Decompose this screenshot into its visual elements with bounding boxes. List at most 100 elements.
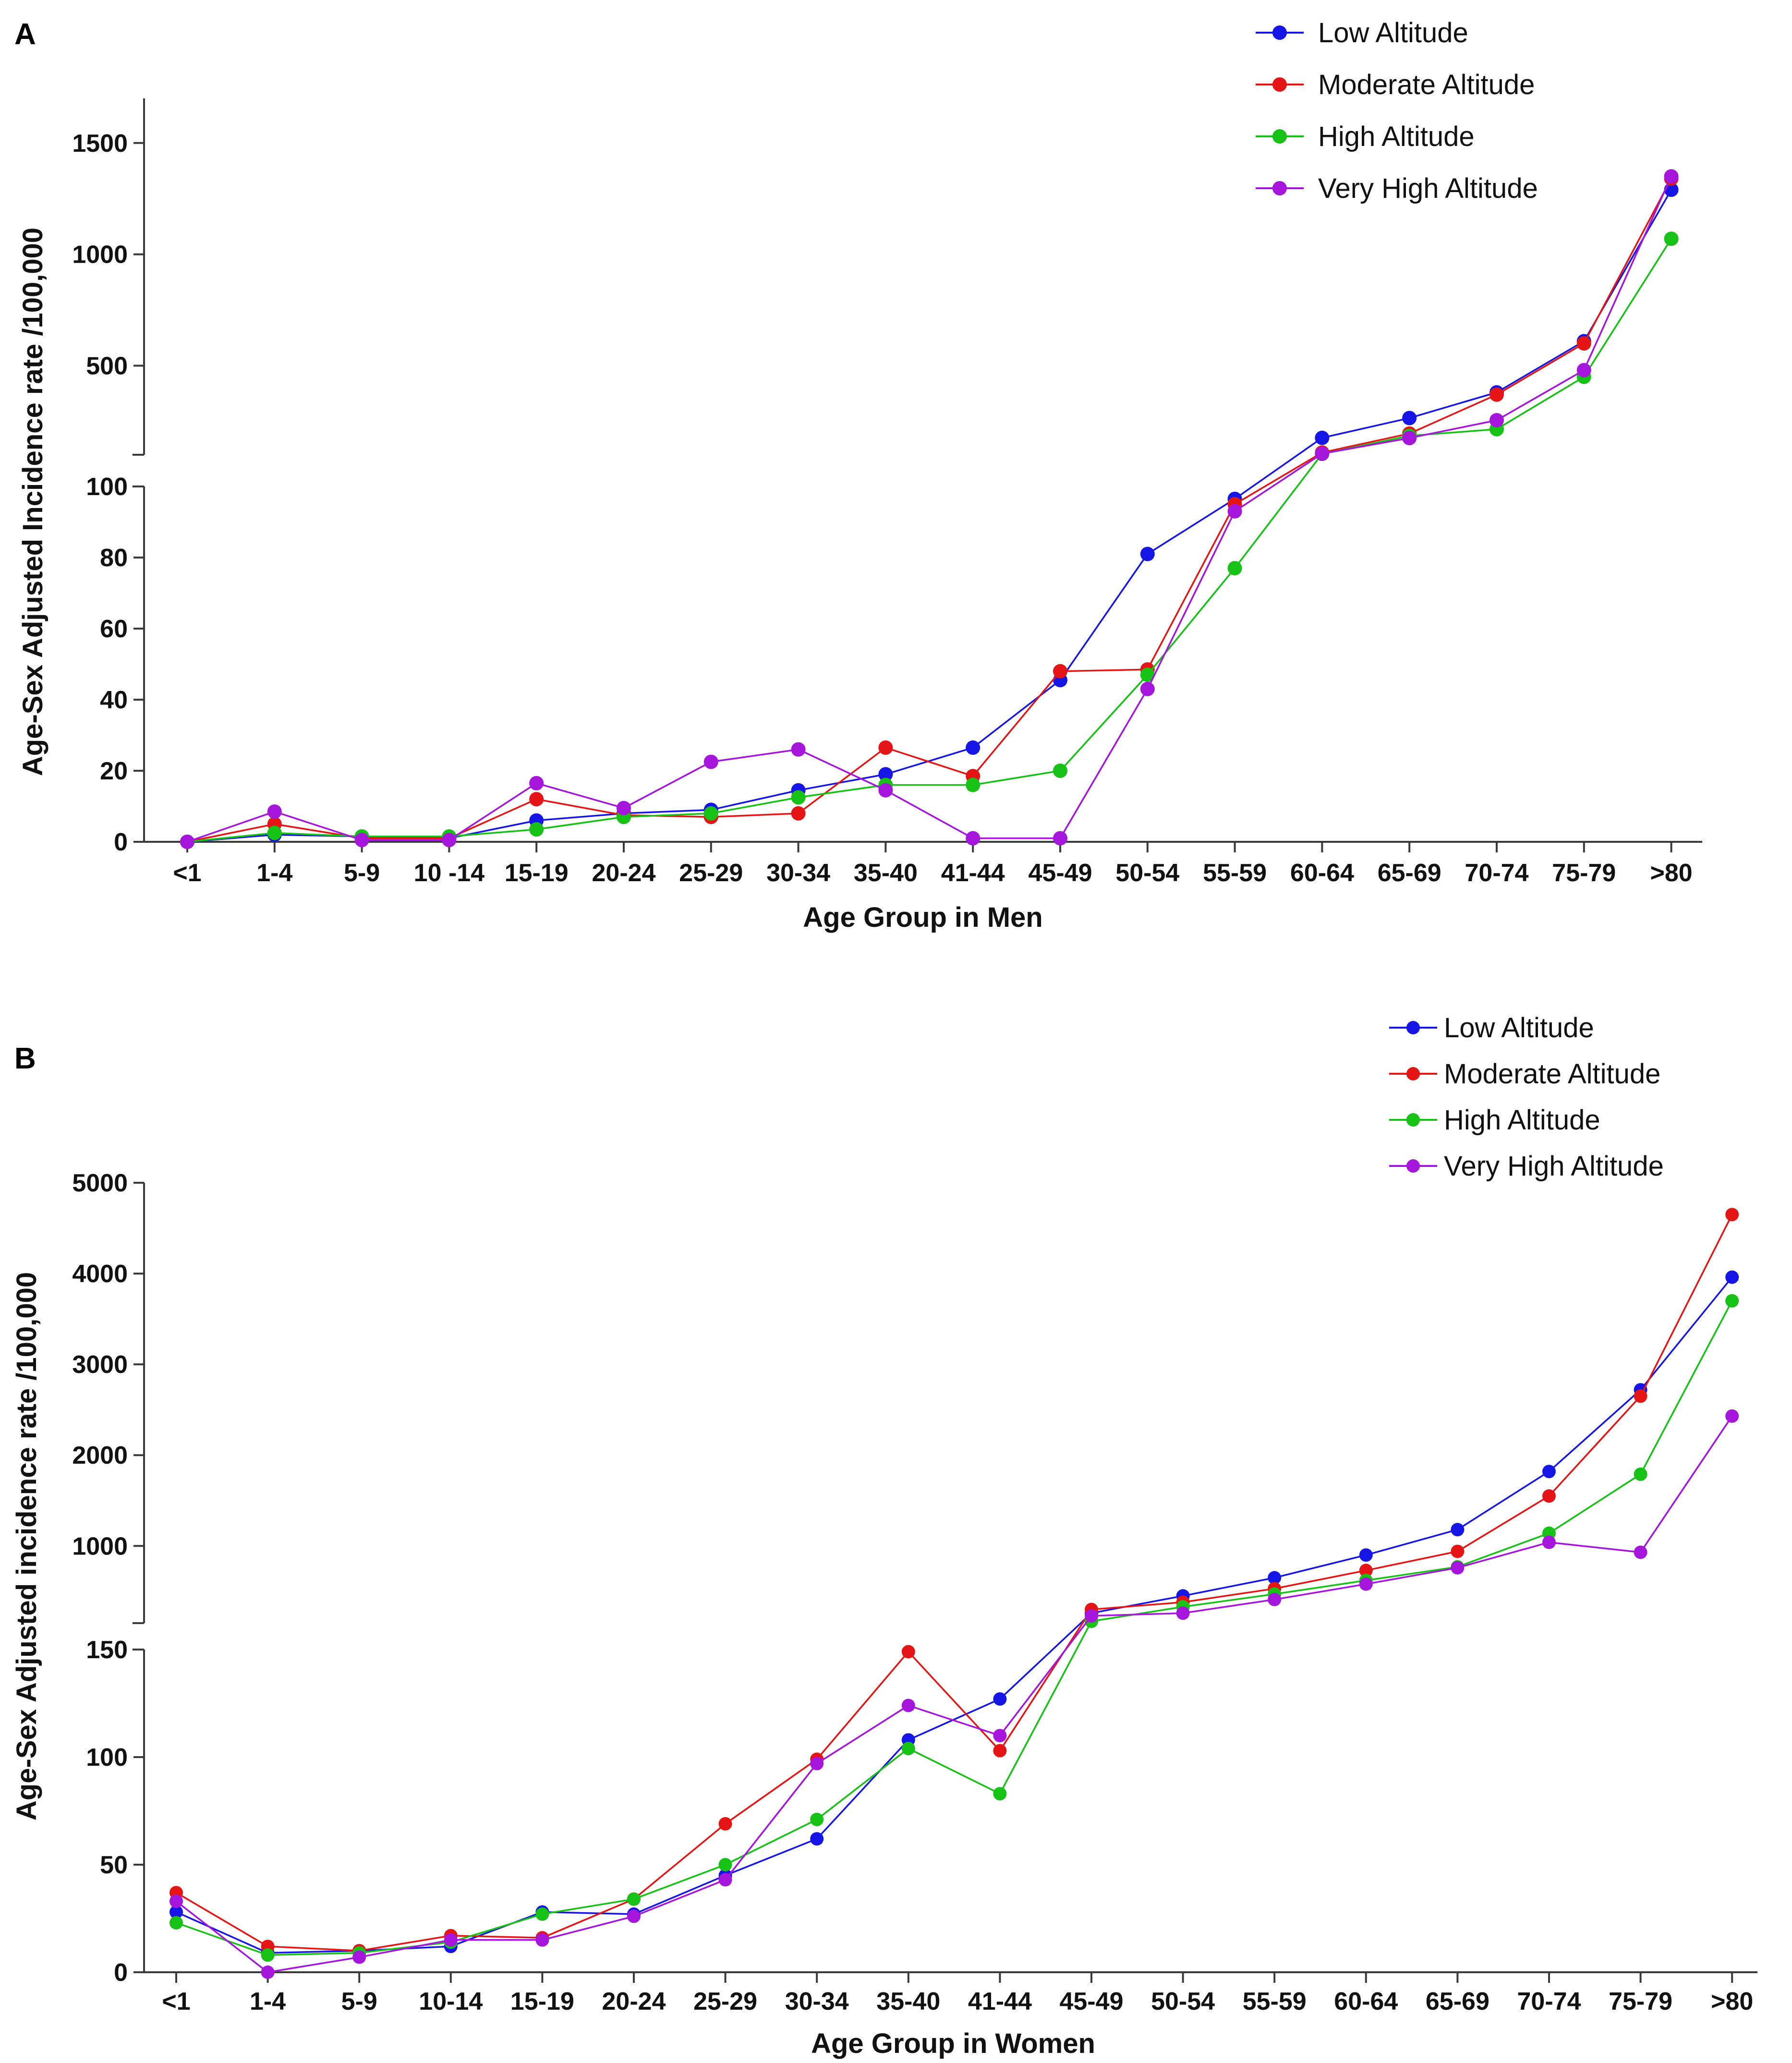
legend-label: Low Altitude xyxy=(1318,17,1468,49)
data-point xyxy=(1085,1609,1098,1623)
data-point xyxy=(1542,1489,1556,1503)
y-tick-label: 40 xyxy=(100,686,128,714)
legend: Low Altitude Moderate Altitude High Altitu… xyxy=(1389,1012,1664,1182)
data-point xyxy=(1402,431,1417,446)
x-tick-label: 41-44 xyxy=(941,859,1005,887)
legend-label: Very High Altitude xyxy=(1318,173,1538,204)
data-point xyxy=(1227,504,1242,519)
data-point xyxy=(878,767,893,782)
data-point xyxy=(1053,831,1067,846)
data-point xyxy=(1542,1465,1556,1479)
x-tick-label: 35-40 xyxy=(876,1988,940,2015)
x-tick-label: 60-64 xyxy=(1290,859,1354,887)
legend-item: Moderate Altitude xyxy=(1256,69,1535,100)
x-tick-label: <1 xyxy=(162,1988,190,2015)
y-tick-label: 0 xyxy=(114,1959,128,1987)
legend-label: High Altitude xyxy=(1318,121,1475,152)
data-point xyxy=(1359,1548,1373,1562)
data-point xyxy=(1489,413,1504,428)
data-point xyxy=(1634,1467,1647,1481)
data-point xyxy=(791,742,806,757)
data-point xyxy=(810,1812,824,1826)
x-tick-label: 30-34 xyxy=(766,859,830,887)
x-tick-label: 15-19 xyxy=(505,859,569,887)
x-tick-label: 50-54 xyxy=(1115,859,1179,887)
legend-label: Moderate Altitude xyxy=(1318,69,1535,100)
data-point xyxy=(718,1817,732,1831)
x-tick-label: 5-9 xyxy=(341,1988,377,2015)
legend-label: High Altitude xyxy=(1444,1104,1600,1136)
series-very-high-altitude xyxy=(170,1409,1739,1979)
x-tick-label: 65-69 xyxy=(1426,1988,1489,2015)
data-point xyxy=(1725,1270,1739,1284)
data-point xyxy=(170,1894,183,1908)
y-tick-label: 100 xyxy=(86,1744,128,1772)
series-line xyxy=(176,1276,1733,1954)
data-point xyxy=(535,1907,549,1921)
y-tick-label: 1000 xyxy=(72,1532,128,1560)
legend-marker xyxy=(1406,1067,1420,1080)
data-point xyxy=(878,783,893,798)
data-point xyxy=(442,833,457,848)
legend-marker xyxy=(1272,181,1287,195)
legend-marker xyxy=(1406,1159,1420,1173)
y-tick-label: 20 xyxy=(100,757,128,785)
data-point xyxy=(993,1787,1007,1801)
legend-item: High Altitude xyxy=(1256,121,1475,152)
data-point xyxy=(352,1950,366,1964)
y-tick-label: 2000 xyxy=(72,1442,128,1469)
panel-letter: A xyxy=(14,18,36,51)
data-point xyxy=(627,1909,641,1923)
x-axis-title: Age Group in Women xyxy=(811,2028,1095,2059)
data-point xyxy=(810,1832,824,1846)
data-point xyxy=(529,822,544,837)
data-point xyxy=(1725,1294,1739,1308)
data-point xyxy=(1576,336,1591,351)
data-point xyxy=(901,1645,915,1659)
y-tick-label: 150 xyxy=(86,1636,128,1664)
data-point xyxy=(993,1692,1007,1706)
x-tick-label: 70-74 xyxy=(1465,859,1529,887)
data-point xyxy=(1576,363,1591,377)
y-tick-label: 50 xyxy=(100,1851,128,1879)
data-point xyxy=(901,1742,915,1756)
data-point xyxy=(1634,1545,1647,1559)
series-line xyxy=(175,1415,1733,1973)
legend-item: Very High Altitude xyxy=(1389,1151,1664,1182)
data-point xyxy=(993,1744,1007,1758)
data-point xyxy=(444,1933,458,1947)
data-point xyxy=(170,1905,183,1919)
data-point xyxy=(1359,1564,1373,1578)
data-point xyxy=(878,740,893,755)
legend-item: Very High Altitude xyxy=(1256,173,1538,204)
data-point xyxy=(261,1948,275,1962)
y-tick-label: 0 xyxy=(114,828,128,856)
data-point xyxy=(718,1873,732,1887)
data-point xyxy=(791,790,806,805)
x-tick-label: 10 -14 xyxy=(414,859,485,887)
x-tick-label: 70-74 xyxy=(1517,1988,1581,2015)
panel-a-chart: A 0 20 40 60 80 100 500 1000 1500 <1 1-4 5-9 10 -14 15… xyxy=(14,17,1702,933)
x-tick-label: >80 xyxy=(1650,859,1692,887)
data-point xyxy=(535,1933,549,1947)
x-tick-label: 35-40 xyxy=(854,859,918,887)
data-point xyxy=(1140,681,1155,696)
x-tick-label: 41-44 xyxy=(968,1988,1032,2015)
x-tick-label: 20-24 xyxy=(602,1988,666,2015)
legend: Low Altitude Moderate Altitude High Altitu… xyxy=(1256,17,1538,204)
data-point xyxy=(1725,1409,1739,1423)
data-point xyxy=(810,1757,824,1771)
data-point xyxy=(966,740,981,755)
x-tick-label: 55-59 xyxy=(1203,859,1267,887)
data-point xyxy=(966,777,981,792)
data-point xyxy=(791,806,806,821)
data-point xyxy=(966,831,981,846)
data-point xyxy=(180,835,194,849)
data-point xyxy=(1489,387,1504,402)
series-line xyxy=(187,178,1672,843)
data-point xyxy=(1268,1571,1282,1585)
data-point xyxy=(1634,1389,1647,1403)
data-point xyxy=(1359,1577,1373,1591)
x-tick-label: >80 xyxy=(1711,1988,1753,2015)
